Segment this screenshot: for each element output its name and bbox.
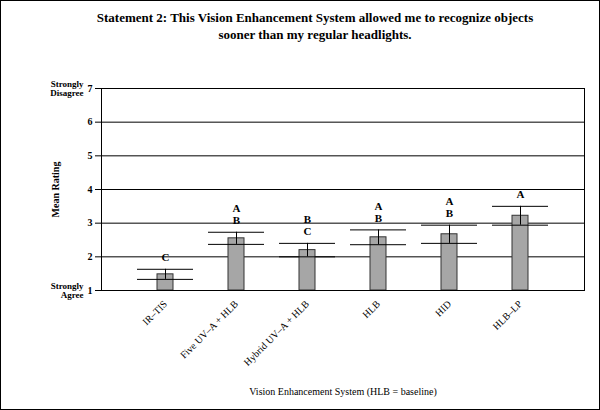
- svg-text:HLB–LP: HLB–LP: [490, 298, 524, 332]
- svg-text:StronglyAgree: StronglyAgree: [51, 281, 84, 300]
- svg-text:Five UV–A + HLB: Five UV–A + HLB: [178, 298, 240, 360]
- svg-text:BC: BC: [304, 213, 312, 237]
- svg-text:4: 4: [88, 184, 93, 195]
- svg-text:A: A: [517, 188, 525, 200]
- svg-text:5: 5: [88, 150, 93, 161]
- svg-text:1: 1: [88, 285, 93, 296]
- svg-text:Mean Rating: Mean Rating: [50, 162, 61, 218]
- svg-text:2: 2: [88, 251, 93, 262]
- svg-text:3: 3: [88, 217, 93, 228]
- svg-text:AB: AB: [446, 195, 454, 219]
- svg-text:AB: AB: [233, 202, 241, 226]
- svg-text:Vision Enhancement System (HLB: Vision Enhancement System (HLB = baselin…: [249, 386, 437, 398]
- svg-text:HID: HID: [433, 298, 453, 318]
- svg-text:AB: AB: [375, 200, 383, 224]
- svg-text:C: C: [162, 251, 170, 263]
- svg-text:Hybrid UV–A + HLB: Hybrid UV–A + HLB: [241, 298, 311, 368]
- svg-text:7: 7: [88, 83, 93, 94]
- svg-text:HLB: HLB: [360, 298, 382, 320]
- html-text:Statement 2: This Vision Enhan: Statement 2: This Vision Enhancement Sys…: [96, 10, 534, 42]
- svg-text:6: 6: [88, 116, 93, 127]
- svg-text:StronglyDisagree: StronglyDisagree: [50, 79, 84, 98]
- svg-text:IR–TIS: IR–TIS: [140, 298, 169, 327]
